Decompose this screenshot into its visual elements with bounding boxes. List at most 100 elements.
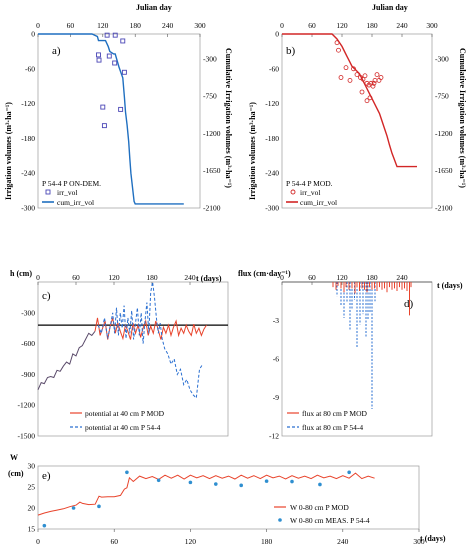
- panel-a-irr-point: [112, 60, 118, 66]
- panel-a-y2tick: -300: [203, 54, 217, 63]
- panel-e-xtick: 240: [337, 537, 349, 546]
- panel-b-legend-marker-irr: [290, 189, 296, 195]
- panel-b-y2tick: -750: [435, 92, 449, 101]
- panel-a-xtick: 120: [97, 21, 109, 30]
- panel-d-ytick: -6: [273, 355, 279, 364]
- panel-e-meas-point: [290, 479, 294, 484]
- panel-a-xtick: 300: [194, 21, 206, 30]
- panel-b-irr-point: [359, 89, 365, 95]
- panel-c-xtick: 60: [72, 273, 80, 282]
- panel-b-irr-point: [351, 66, 356, 72]
- panel-c-xtick: 240: [184, 273, 196, 282]
- panel-a-irr-point: [104, 32, 110, 38]
- panel-b-irr-point: [374, 72, 380, 77]
- panel-a-frame: [37, 33, 201, 209]
- panel-b-ytick: -240: [265, 169, 279, 178]
- panel-e-meas-point: [239, 483, 243, 488]
- panel-a-ytick: -240: [21, 169, 35, 178]
- panel-d-xtick: 120: [336, 273, 348, 282]
- panel-e-xtick: 60: [110, 537, 118, 546]
- panel-e-label: e): [42, 470, 51, 482]
- panel-a: Julian day a) Irrigation volumes (m³·ha⁻…: [4, 3, 233, 213]
- panel-a-ytick: -120: [21, 99, 35, 108]
- panel-a-legend-cum: cum_irr_vol: [57, 198, 94, 207]
- panel-a-top-label: Julian day: [136, 3, 172, 12]
- panel-e-meas-point: [125, 470, 129, 475]
- panel-c-ytick: -1200: [18, 401, 36, 410]
- panel-b-irr-point: [343, 65, 349, 71]
- panel-b-y2tick: -2100: [435, 204, 453, 213]
- panel-b-irr-point: [334, 40, 340, 46]
- panel-e-xtick: 0: [36, 537, 40, 546]
- panel-c-legend: potential at 40 cm P MOD potential at 40…: [70, 409, 165, 432]
- panel-a-irr-point: [100, 104, 106, 110]
- panel-b-frame: [281, 33, 433, 209]
- panel-b-irr-point: [354, 72, 360, 77]
- panel-c-label: c): [42, 290, 51, 302]
- panel-a-legend-irr: irr_vol: [57, 188, 77, 197]
- panel-e-mod-line: [37, 472, 375, 516]
- panel-b-ylabel: Irrigation volumes (m³·ha⁻¹): [248, 102, 257, 200]
- panel-e-legend: W 0-80 cm P MOD W 0-80 cm MEAS. P 54-4: [274, 503, 370, 525]
- panel-e-meas-point: [347, 470, 351, 475]
- panel-c-ylabel: h (cm): [10, 269, 32, 278]
- panel-b-xtick: 180: [366, 21, 378, 30]
- panel-d-xtick: 0: [280, 273, 284, 282]
- panel-e-xtick: 180: [261, 537, 273, 546]
- panel-a-xtick: 180: [130, 21, 142, 30]
- panel-e-meas-point: [71, 506, 76, 510]
- panel-b-ytick: -120: [265, 99, 279, 108]
- panel-c: h (cm) t (days) c) potential at 40 cm P …: [10, 269, 229, 441]
- panel-e-ytick: 20: [28, 504, 36, 513]
- panel-a-irr-point: [118, 106, 124, 112]
- panel-b-y2tick: -300: [435, 54, 449, 63]
- panel-b-xtick: 0: [280, 21, 284, 30]
- panel-b-label: b): [286, 45, 296, 57]
- panel-e-frame: [37, 465, 420, 530]
- panel-d: flux (cm·day⁻¹) t (days) d) flux at 80 c…: [238, 269, 463, 441]
- panel-a-irr-point: [96, 57, 102, 63]
- panel-b-xtick: 240: [396, 21, 408, 30]
- panel-e-ytick: 15: [28, 525, 36, 534]
- panel-d-label: d): [404, 298, 414, 310]
- panel-c-start-line: [37, 330, 96, 391]
- panel-c-legend-p544: potential at 40 cm P 54-4: [85, 423, 161, 432]
- panel-e-meas-point: [97, 504, 101, 509]
- panel-a-ylabel: Irrigation volumes (m³·ha⁻¹): [4, 102, 13, 200]
- panel-c-xlabel: t (days): [196, 274, 222, 283]
- panel-a-legend: irr_vol cum_irr_vol: [42, 188, 94, 207]
- panel-e-meas-point: [214, 482, 218, 486]
- panel-b-ytick: -300: [265, 204, 279, 213]
- panel-c-xtick: 0: [36, 273, 40, 282]
- panel-e-legend-mod: W 0-80 cm P MOD: [290, 503, 349, 512]
- panel-d-legend-mod: flux at 80 cm P MOD: [302, 409, 368, 418]
- panel-e-meas-point: [318, 482, 322, 487]
- panel-c-legend-mod: potential at 40 cm P MOD: [85, 409, 165, 418]
- panel-c-mod-line: [94, 317, 207, 341]
- panel-e-xtick: 120: [185, 537, 197, 546]
- panel-e: W (cm) t (days) e) W 0-80 cm P MOD W 0-8…: [8, 453, 446, 546]
- panel-a-xtick: 240: [162, 21, 174, 30]
- panel-b-irr-point: [364, 98, 370, 104]
- panel-a-irr-point: [101, 123, 107, 129]
- panel-b-top-label: Julian day: [372, 3, 408, 12]
- panel-b: Julian day b) Irrigation volumes (m³·ha⁻…: [248, 3, 467, 213]
- panel-a-ytick: 0: [31, 30, 35, 39]
- panel-a-xtick: 0: [36, 21, 40, 30]
- panel-b-y2tick: -1200: [435, 129, 453, 138]
- panel-a-ytick: -300: [21, 204, 35, 213]
- panel-a-ytick: -180: [21, 134, 35, 143]
- panel-b-ytick: -60: [269, 64, 279, 73]
- panel-c-p544-line: [97, 281, 204, 400]
- panel-e-ytick: 25: [28, 483, 36, 492]
- panel-c-xtick: 180: [146, 273, 158, 282]
- panel-e-xtick: 300: [413, 537, 425, 546]
- panel-e-legend-meas: W 0-80 cm MEAS. P 54-4: [290, 516, 370, 525]
- panel-e-meas-point: [188, 480, 193, 485]
- panel-a-label: a): [52, 45, 61, 57]
- panel-e-meas-point: [264, 479, 269, 483]
- panel-a-y2tick: -750: [203, 92, 217, 101]
- panel-a-ylabel-right: Cumulative Irrigation volumes (m³·ha⁻¹): [224, 48, 233, 188]
- panel-a-y2tick: -2100: [203, 204, 221, 213]
